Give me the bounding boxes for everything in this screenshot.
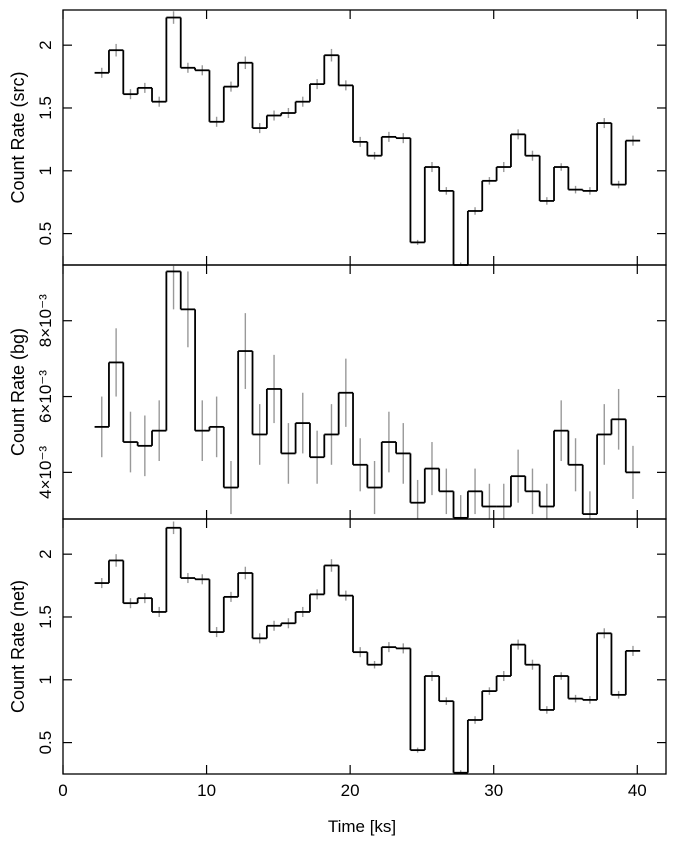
ytick-label-0-3: 2 xyxy=(36,40,55,49)
ytick-label-1-1: 6×10⁻³ xyxy=(36,370,55,423)
panel-0: 0.5 1 1.5 2 Count Rate (src) xyxy=(8,9,667,266)
xtick-label-0: 0 xyxy=(58,781,67,800)
ytick-label-2-1: 1 xyxy=(36,675,55,684)
ytick-label-1-0: 4×10⁻³ xyxy=(36,446,55,499)
x-axis-label: Time [ks] xyxy=(328,817,396,836)
ytick-label-0-2: 1.5 xyxy=(36,96,55,120)
xtick-label-4: 40 xyxy=(628,781,647,800)
panel-1: 4×10⁻³ 6×10⁻³ 8×10⁻³ Count Rate (bg) xyxy=(8,264,667,520)
xtick-label-1: 10 xyxy=(197,781,216,800)
ytick-label-2-3: 2 xyxy=(36,549,55,558)
y-axis-label-0: Count Rate (src) xyxy=(8,71,28,203)
ytick-label-2-2: 1.5 xyxy=(36,605,55,629)
y-axis-label-2: Count Rate (net) xyxy=(8,580,28,713)
xtick-label-2: 20 xyxy=(341,781,360,800)
ytick-label-1-2: 8×10⁻³ xyxy=(36,294,55,347)
ytick-label-2-0: 0.5 xyxy=(36,731,55,755)
panel-frame-0 xyxy=(62,9,667,266)
ytick-label-0-0: 0.5 xyxy=(36,222,55,246)
xtick-label-3: 30 xyxy=(484,781,503,800)
y-axis-label-1: Count Rate (bg) xyxy=(8,328,28,456)
ytick-label-0-1: 1 xyxy=(36,166,55,175)
panel-frame-2 xyxy=(62,518,667,775)
